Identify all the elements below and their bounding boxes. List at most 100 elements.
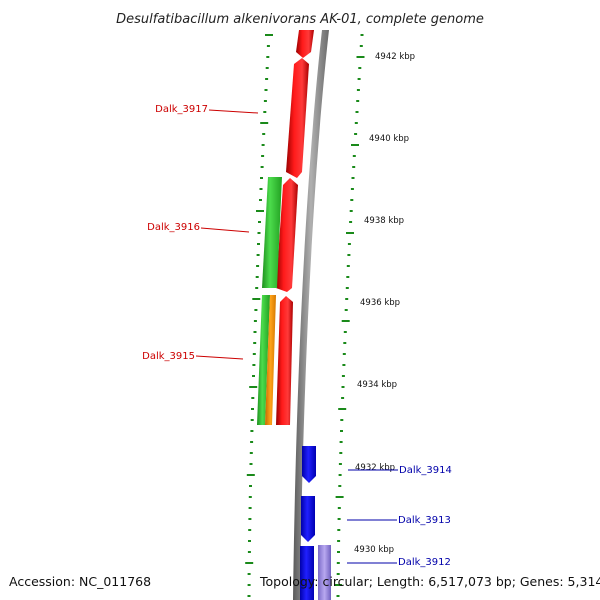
green-feature-lower (257, 295, 270, 425)
orange-feature (265, 295, 276, 425)
major-tick (338, 408, 347, 410)
gene-label-dalk-3914[interactable]: Dalk_3914 (399, 465, 452, 476)
minor-tick (336, 595, 340, 597)
minor-tick (265, 67, 269, 69)
minor-tick (341, 397, 345, 399)
minor-tick (261, 144, 265, 146)
minor-tick (263, 111, 267, 113)
minor-tick (346, 265, 350, 267)
minor-tick (261, 155, 265, 157)
scale-label: 4940 kbp (369, 134, 409, 144)
cds-dalk-3916 (276, 178, 298, 292)
minor-tick (347, 254, 351, 256)
minor-tick (252, 353, 256, 355)
minor-tick (249, 452, 253, 454)
scale-label: 4932 kbp (355, 463, 395, 473)
major-tick (341, 320, 350, 322)
minor-tick (260, 177, 263, 179)
minor-tick (358, 67, 362, 69)
scale-label: 4936 kbp (360, 298, 400, 308)
minor-tick (354, 133, 358, 135)
minor-tick (359, 45, 363, 47)
scale-label: 4942 kbp (375, 52, 415, 62)
minor-tick (345, 298, 349, 300)
minor-tick (338, 474, 342, 476)
minor-tick (341, 386, 345, 388)
gene-label-dalk-3913[interactable]: Dalk_3913 (398, 515, 451, 526)
minor-tick (351, 177, 355, 179)
minor-tick (247, 551, 251, 553)
minor-tick (248, 507, 252, 509)
minor-tick (341, 375, 345, 377)
minor-tick (259, 199, 262, 201)
minor-tick (350, 199, 354, 201)
minor-tick (352, 166, 356, 168)
minor-tick (352, 155, 356, 157)
minor-tick (251, 397, 255, 399)
outer-tick-ring (334, 34, 365, 597)
gene-label-dalk-3915[interactable]: Dalk_3915 (142, 351, 195, 362)
major-tick (351, 144, 359, 146)
minor-tick (253, 342, 257, 344)
minor-tick (336, 562, 340, 564)
minor-tick (340, 419, 344, 421)
minor-tick (248, 496, 252, 498)
cds-dalk-3915 (276, 296, 293, 425)
minor-tick (340, 430, 343, 432)
minor-tick (252, 375, 255, 377)
minor-tick (259, 188, 263, 190)
gene-label-dalk-3917[interactable]: Dalk_3917 (155, 104, 208, 115)
purple-feature (318, 545, 331, 600)
minor-tick (251, 408, 254, 410)
minor-tick (248, 518, 252, 520)
gene-label-dalk-3912[interactable]: Dalk_3912 (398, 557, 451, 568)
minor-tick (355, 111, 359, 113)
minor-tick (247, 573, 251, 575)
minor-tick (249, 485, 252, 487)
minor-tick (266, 56, 270, 58)
gene-labels-left: Dalk_3917 Dalk_3916 Dalk_3915 (142, 104, 259, 362)
major-tick (245, 562, 254, 564)
minor-tick (339, 441, 343, 443)
major-tick (335, 496, 344, 498)
cds-dalk-3913 (301, 496, 315, 542)
minor-tick (255, 287, 259, 289)
minor-tick (337, 551, 340, 553)
minor-tick (250, 441, 254, 443)
minor-tick (260, 166, 264, 168)
inner-tick-ring (245, 34, 273, 597)
minor-tick (339, 452, 343, 454)
minor-tick (343, 331, 347, 333)
minor-tick (253, 320, 257, 322)
minor-tick (249, 463, 253, 465)
minor-tick (349, 210, 353, 212)
minor-tick (248, 540, 251, 542)
major-tick (356, 56, 365, 58)
minor-tick (347, 243, 351, 245)
minor-tick (266, 45, 270, 47)
minor-tick (262, 133, 266, 135)
minor-tick (252, 364, 256, 366)
minor-tick (336, 573, 340, 575)
minor-tick (343, 342, 347, 344)
minor-tick (257, 243, 260, 245)
major-tick (346, 232, 354, 234)
gene-label-dalk-3916[interactable]: Dalk_3916 (147, 222, 200, 233)
major-tick (334, 584, 343, 586)
green-feature-upper (262, 177, 282, 288)
scale-labels: 4942 kbp 4940 kbp 4938 kbp 4936 kbp 4934… (354, 52, 415, 555)
gene-labels-right: Dalk_3914 Dalk_3913 Dalk_3912 (347, 465, 452, 568)
major-tick (252, 298, 261, 300)
minor-tick (253, 331, 257, 333)
genome-summary-text: Topology: circular; Length: 6,517,073 bp… (259, 574, 600, 589)
minor-tick (356, 89, 360, 91)
minor-tick (247, 584, 251, 586)
minor-tick (257, 232, 261, 234)
minor-tick (258, 221, 261, 223)
minor-tick (263, 100, 267, 102)
minor-tick (342, 353, 346, 355)
scale-label: 4930 kbp (354, 545, 394, 555)
minor-tick (256, 254, 260, 256)
major-tick (249, 386, 258, 388)
major-tick (265, 34, 273, 36)
